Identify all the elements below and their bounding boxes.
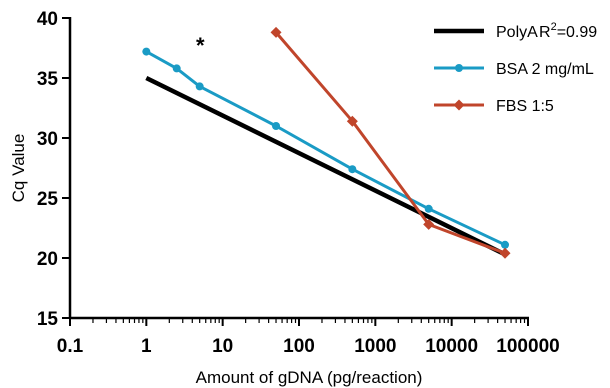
legend-label: PolyA — [496, 24, 538, 41]
y-tick-label: 35 — [37, 69, 59, 90]
data-point — [142, 47, 151, 56]
data-point — [348, 165, 357, 174]
significance-asterisk: * — [196, 33, 205, 58]
r-squared-label: R2=0.99 — [539, 21, 597, 41]
data-point — [272, 122, 281, 130]
plot-area — [142, 26, 511, 259]
y-tick-label: 20 — [37, 249, 58, 270]
legend-swatch-marker — [453, 99, 465, 111]
data-point — [499, 247, 511, 259]
y-tick-label: 40 — [37, 9, 58, 30]
data-point — [195, 82, 204, 91]
axes: 0.1 1 10 100 1000 10000 100000 15 20 25 30 35 40 — [37, 9, 560, 357]
legend-label: FBS 1:5 — [496, 98, 554, 115]
legend-item: PolyA R2=0.99 — [434, 21, 597, 41]
legend-swatch-marker — [455, 64, 463, 72]
x-tick-label: 1 — [141, 336, 152, 357]
x-tick-label: 10 — [212, 336, 233, 357]
x-tick-label: 0.1 — [57, 336, 84, 357]
series-bsa-2-mg-ml — [142, 47, 510, 249]
y-axis-title: Cq Value — [9, 134, 28, 203]
series-line — [145, 50, 506, 247]
data-point — [346, 115, 358, 127]
legend: PolyA R2=0.99 BSA 2 mg/mL FBS 1:5 — [434, 21, 597, 115]
data-point — [501, 240, 510, 249]
x-tick-label: 100 — [283, 336, 315, 357]
legend-label: BSA 2 mg/mL — [496, 61, 594, 78]
x-axis-title: Amount of gDNA (pg/reaction) — [196, 368, 423, 387]
series-line — [274, 31, 506, 255]
data-point — [424, 204, 433, 213]
y-tick-label: 30 — [37, 129, 58, 150]
legend-item: BSA 2 mg/mL — [434, 61, 594, 78]
series-fbs-1-5 — [270, 26, 511, 259]
legend-item: FBS 1:5 — [434, 98, 554, 115]
x-tick-label: 1000 — [354, 336, 396, 357]
data-point — [172, 64, 181, 73]
data-point — [270, 26, 282, 38]
x-tick-label: 10000 — [425, 336, 478, 357]
y-tick-label: 15 — [37, 309, 59, 330]
series-line — [145, 75, 506, 257]
data-point — [423, 218, 435, 230]
y-tick-label: 25 — [37, 189, 59, 210]
x-tick-label: 100000 — [496, 336, 559, 357]
series-polya — [145, 75, 506, 257]
